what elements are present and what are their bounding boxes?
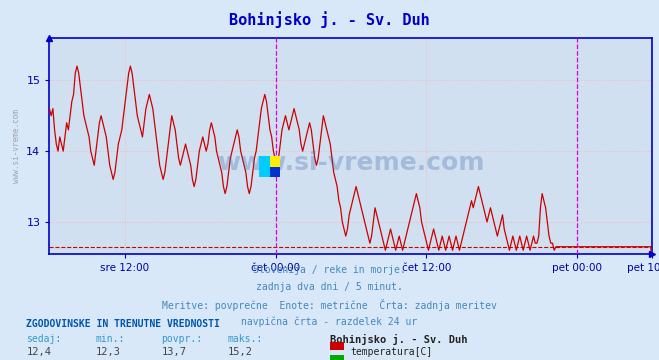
Bar	[270, 156, 280, 167]
Text: www.si-vreme.com: www.si-vreme.com	[217, 151, 484, 175]
Bar	[259, 156, 270, 177]
Text: 12,3: 12,3	[96, 347, 121, 357]
Text: povpr.:: povpr.:	[161, 334, 202, 344]
Text: maks.:: maks.:	[227, 334, 262, 344]
Text: Meritve: povprečne  Enote: metrične  Črta: zadnja meritev: Meritve: povprečne Enote: metrične Črta:…	[162, 299, 497, 311]
Text: sedaj:: sedaj:	[26, 334, 61, 344]
Text: min.:: min.:	[96, 334, 125, 344]
Text: Slovenija / reke in morje.: Slovenija / reke in morje.	[253, 265, 406, 275]
Text: www.si-vreme.com: www.si-vreme.com	[12, 109, 21, 183]
Text: 13,7: 13,7	[161, 347, 186, 357]
Text: 12,4: 12,4	[26, 347, 51, 357]
Text: zadnja dva dni / 5 minut.: zadnja dva dni / 5 minut.	[256, 282, 403, 292]
Text: temperatura[C]: temperatura[C]	[351, 347, 433, 357]
Text: ZGODOVINSKE IN TRENUTNE VREDNOSTI: ZGODOVINSKE IN TRENUTNE VREDNOSTI	[26, 319, 220, 329]
Text: navpična črta - razdelek 24 ur: navpična črta - razdelek 24 ur	[241, 316, 418, 327]
Text: Bohinjsko j. - Sv. Duh: Bohinjsko j. - Sv. Duh	[330, 334, 467, 345]
Bar	[270, 167, 280, 177]
Text: Bohinjsko j. - Sv. Duh: Bohinjsko j. - Sv. Duh	[229, 11, 430, 28]
Text: 15,2: 15,2	[227, 347, 252, 357]
